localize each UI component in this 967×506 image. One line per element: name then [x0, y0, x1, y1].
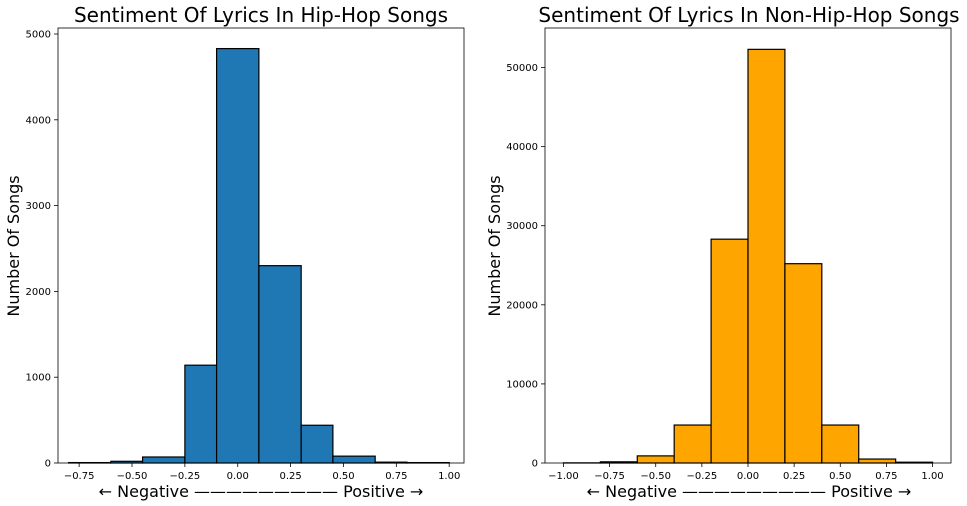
x-ticks: −0.75 −0.50 −0.25 0.00 0.25 0.50 0.75 1.00 — [64, 463, 460, 482]
y-tick-label: 10000 — [506, 379, 538, 390]
bars — [67, 47, 450, 464]
y-tick-label: 0 — [532, 459, 538, 470]
y-ticks: 0 10000 20000 30000 40000 50000 — [506, 63, 545, 470]
y-tick-label: 0 — [45, 459, 51, 470]
x-tick-label: 0.50 — [332, 471, 354, 482]
y-tick-label: 20000 — [506, 300, 538, 311]
histogram-bar — [784, 263, 823, 464]
x-tick-label: −0.25 — [687, 471, 718, 482]
y-tick-label: 30000 — [506, 221, 538, 232]
chart-title: Sentiment Of Lyrics In Non-Hip-Hop Songs — [538, 3, 959, 27]
y-tick-label: 4000 — [26, 115, 51, 126]
hip-hop-chart: Sentiment Of Lyrics In Hip-Hop Songs Num… — [4, 3, 465, 501]
x-axis-label: ← Negative ————————— Positive → — [99, 482, 424, 501]
histogram-bar — [858, 458, 897, 464]
histogram-bar — [747, 48, 786, 464]
x-tick-label: 0.00 — [737, 471, 759, 482]
x-tick-label: 0.00 — [227, 471, 249, 482]
histogram-bar — [215, 47, 260, 464]
x-tick-label: 0.25 — [783, 471, 805, 482]
y-ticks: 0 1000 2000 3000 4000 5000 — [26, 30, 58, 470]
x-ticks: −1.00 −0.75 −0.50 −0.25 0.00 0.25 0.50 0.75 1.00 — [548, 463, 944, 482]
x-tick-label: −0.25 — [170, 471, 201, 482]
x-tick-label: 0.75 — [385, 471, 407, 482]
x-axis-label: ← Negative ————————— Positive → — [587, 482, 912, 501]
x-tick-label: −0.75 — [64, 471, 95, 482]
chart-title: Sentiment Of Lyrics In Hip-Hop Songs — [74, 3, 448, 27]
x-tick-label: −0.50 — [117, 471, 148, 482]
y-axis-label: Number Of Songs — [4, 175, 23, 316]
histogram-bar — [332, 455, 376, 464]
y-axis-label: Number Of Songs — [485, 175, 504, 316]
axes-frame — [544, 27, 952, 464]
non-hip-hop-chart: Sentiment Of Lyrics In Non-Hip-Hop Songs… — [485, 3, 960, 501]
y-tick-label: 3000 — [26, 201, 51, 212]
histogram-bar — [184, 364, 218, 464]
y-tick-label: 40000 — [506, 142, 538, 153]
x-tick-label: −0.50 — [640, 471, 671, 482]
y-tick-label: 5000 — [26, 30, 51, 41]
x-tick-label: 0.25 — [279, 471, 301, 482]
x-tick-label: −0.75 — [594, 471, 625, 482]
y-tick-label: 1000 — [26, 373, 51, 384]
x-tick-label: 0.75 — [875, 471, 897, 482]
histogram-bar — [300, 424, 334, 464]
bars — [562, 48, 934, 464]
histogram-bar — [258, 265, 302, 464]
axes-frame — [57, 27, 465, 464]
x-tick-label: −1.00 — [548, 471, 579, 482]
histogram-bar — [636, 455, 675, 464]
x-tick-label: 1.00 — [921, 471, 943, 482]
histogram-bar — [710, 238, 749, 464]
histogram-bar — [141, 456, 186, 464]
y-tick-label: 2000 — [26, 287, 51, 298]
histogram-bar — [821, 424, 860, 464]
histogram-bar — [673, 424, 712, 464]
y-tick-label: 50000 — [506, 63, 538, 74]
x-tick-label: 1.00 — [438, 471, 460, 482]
x-tick-label: 0.50 — [829, 471, 851, 482]
